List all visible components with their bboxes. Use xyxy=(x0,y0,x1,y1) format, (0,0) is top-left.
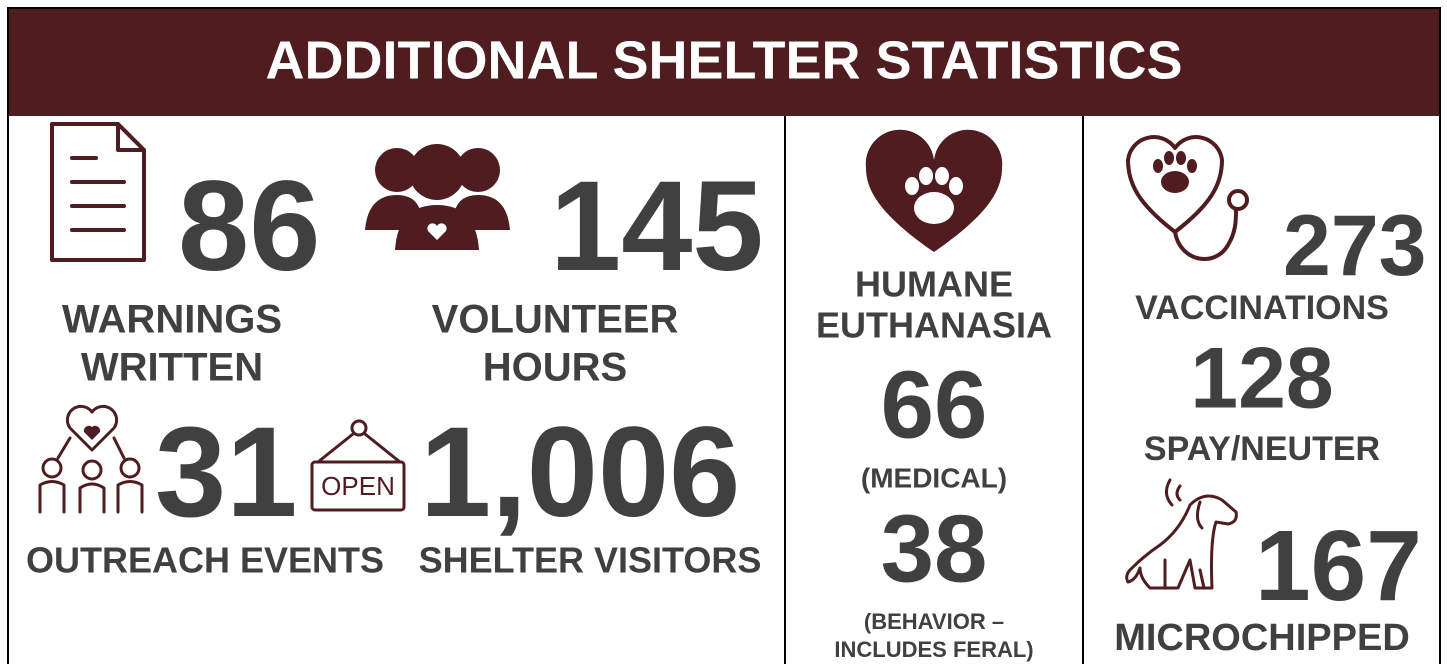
stat-label: MICROCHIPPED xyxy=(1114,617,1410,659)
stat-value: 31 xyxy=(155,401,297,544)
stat-label: VACCINATIONS xyxy=(1135,289,1389,327)
paw xyxy=(83,425,101,440)
stat-label: HUMANE xyxy=(855,264,1013,305)
stat-label: WARNINGS xyxy=(62,298,282,342)
stat-note: INCLUDES FERAL) xyxy=(834,637,1033,662)
stat-note: (BEHAVIOR – xyxy=(864,609,1004,634)
people-icon xyxy=(365,144,510,250)
stat-label: EUTHANASIA xyxy=(816,305,1052,346)
paw xyxy=(1153,151,1197,193)
stat-value: 273 xyxy=(1283,198,1427,294)
dog-icon xyxy=(1125,478,1238,590)
stat-note: (MEDICAL) xyxy=(861,462,1007,493)
stethoscope-icon xyxy=(1126,135,1249,261)
stat-label: SHELTER VISITORS xyxy=(419,540,762,581)
heart-icon xyxy=(865,129,1003,252)
title: ADDITIONAL SHELTER STATISTICS xyxy=(266,30,1183,90)
paw xyxy=(905,167,963,224)
frame xyxy=(7,7,1441,664)
stat-value: 1,006 xyxy=(420,401,740,544)
outreach-icon xyxy=(38,404,144,514)
stat-label: SPAY/NEUTER xyxy=(1144,430,1380,468)
stat-label: VOLUNTEER xyxy=(432,298,679,342)
document-icon xyxy=(50,122,146,262)
heart xyxy=(427,223,447,240)
header-band xyxy=(8,8,1440,116)
stat-label: HOURS xyxy=(483,346,627,390)
stat-label: OUTREACH EVENTS xyxy=(26,540,384,581)
open-sign-icon xyxy=(310,419,406,512)
stat-value: 66 xyxy=(881,351,988,458)
stat-value: 86 xyxy=(178,155,320,298)
stat-value: 38 xyxy=(881,495,988,602)
stat-value: 167 xyxy=(1255,510,1422,622)
stat-label: WRITTEN xyxy=(81,346,263,390)
sign-text: OPEN xyxy=(321,471,395,501)
stat-value: 128 xyxy=(1190,331,1334,427)
stat-value: 145 xyxy=(550,155,764,298)
